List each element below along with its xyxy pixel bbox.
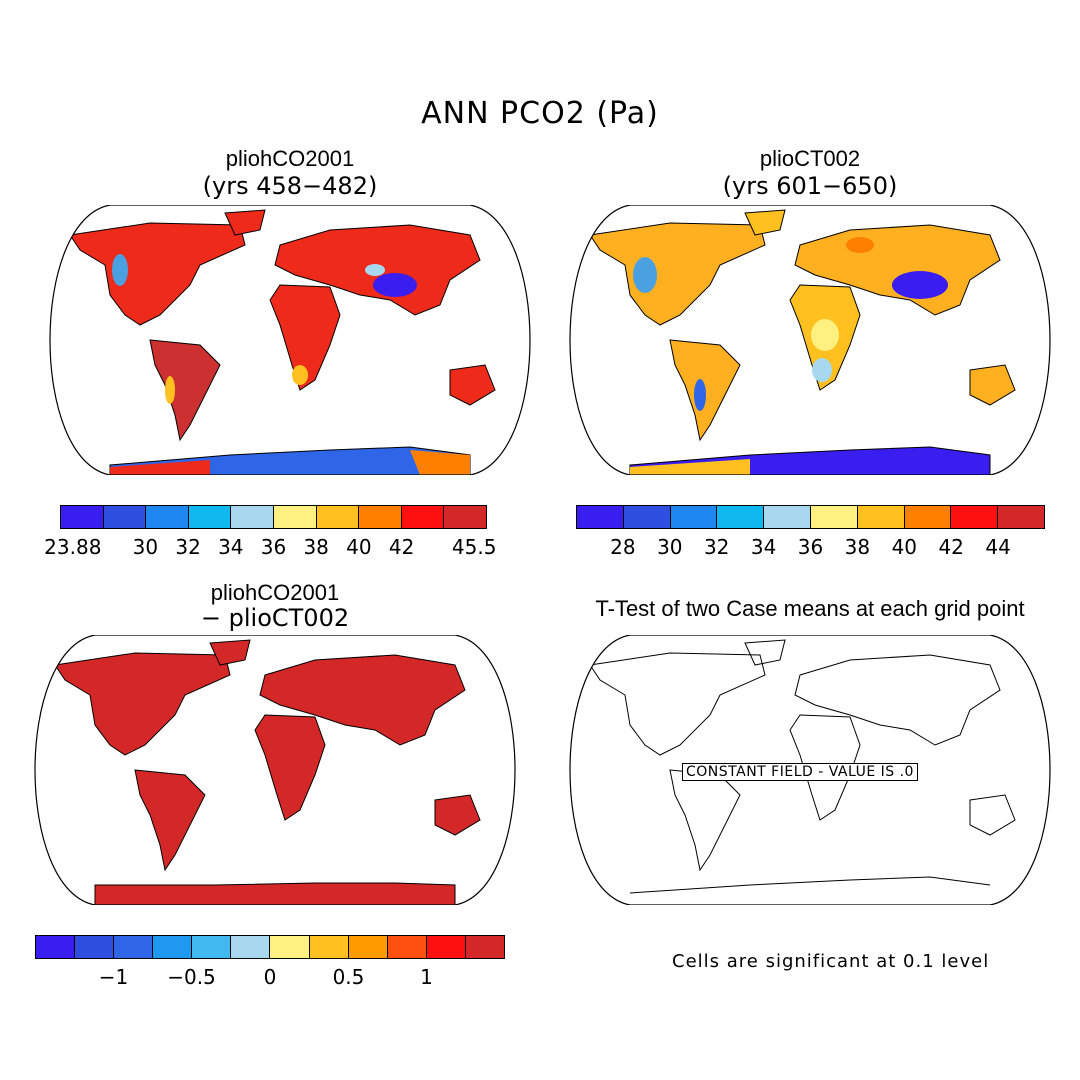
- colorbar-tick-label: −1: [98, 965, 129, 989]
- colorbar-swatch: [401, 506, 445, 528]
- colorbar-bottom-left: [35, 935, 505, 959]
- colorbar-swatch: [426, 936, 466, 958]
- colorbar-swatch: [444, 506, 486, 528]
- colorbar-ticks-top-left: 23.88 30 32 34 36 38 40 42 45.5: [44, 535, 496, 561]
- colorbar-tick-label: 30: [132, 535, 159, 559]
- panel-subtitle-top-left: (yrs 458−482): [202, 172, 378, 200]
- land-south-america: [134, 769, 206, 872]
- panel-title-bottom-right: T-Test of two Case means at each grid po…: [595, 596, 1025, 621]
- colorbar-swatch: [387, 936, 427, 958]
- land-south-america: [149, 339, 221, 442]
- colorbar-tick-label: 45.5: [451, 535, 497, 559]
- colorbar-tick-label: 38: [844, 535, 871, 559]
- map-bottom-left: [34, 634, 516, 906]
- coast-north-america: [589, 652, 766, 756]
- significance-note: Cells are significant at 0.1 level: [672, 951, 990, 972]
- colorbar-swatch: [188, 506, 232, 528]
- map-panel-top-right: [550, 204, 1070, 476]
- colorbar-tick-label: 42: [938, 535, 964, 559]
- colorbar-ticks-bottom-left: −1 −0.5 0 0.5 1: [35, 965, 505, 991]
- colorbar-swatch: [810, 506, 858, 528]
- colorbar-swatch: [348, 936, 388, 958]
- panel-subtitle-top-right: (yrs 601−650): [722, 172, 898, 200]
- coast-eurasia: [794, 654, 1001, 746]
- coast-antarctica: [629, 876, 991, 894]
- figure-title: ANN PCO2 (Pa): [421, 96, 659, 131]
- map-panel-top-left: [30, 204, 550, 476]
- colorbar-swatch: [273, 506, 317, 528]
- colorbar-swatch: [670, 506, 718, 528]
- colorbar-swatch: [231, 936, 271, 958]
- land-africa: [254, 714, 326, 821]
- colorbar-swatch: [359, 506, 402, 528]
- land-africa: [269, 284, 341, 391]
- colorbar-tick-label: 32: [175, 535, 201, 559]
- colorbar-swatch: [998, 506, 1044, 528]
- colorbar-tick-label: 36: [797, 535, 824, 559]
- land-eurasia: [794, 224, 1001, 316]
- colorbar-ticks-top-right: 28 30 32 34 36 38 40 42 44: [576, 535, 1045, 561]
- land-greenland: [224, 209, 266, 236]
- colorbar-swatch: [717, 506, 765, 528]
- land-antarctica: [94, 882, 456, 905]
- land-australia: [449, 364, 496, 406]
- colorbar-tick-label: 0: [263, 965, 277, 989]
- land-eurasia: [259, 654, 466, 746]
- colorbar-tick-label: 28: [610, 535, 636, 559]
- panel-subtitle-bottom-left: − plioCT002: [200, 604, 350, 632]
- colorbar-swatch: [61, 506, 104, 528]
- land-greenland: [744, 209, 786, 236]
- colorbar-swatch: [75, 936, 115, 958]
- colorbar-tick-label: 34: [218, 535, 244, 559]
- colorbar-swatch: [192, 936, 232, 958]
- colorbar-swatch: [316, 506, 360, 528]
- colorbar-swatch: [36, 936, 76, 958]
- colorbar-top-left: [60, 505, 487, 529]
- map-panel-bottom-left: [15, 634, 535, 906]
- coast-africa: [789, 714, 861, 821]
- colorbar-tick-label: 40: [346, 535, 372, 559]
- land-australia: [434, 794, 481, 836]
- colorbar-tick-label: 40: [891, 535, 918, 559]
- colorbar-tick-label: −0.5: [167, 965, 216, 989]
- colorbar-swatch: [114, 936, 154, 958]
- colorbar-swatch: [577, 506, 624, 528]
- colorbar-top-right: [576, 505, 1045, 529]
- colorbar-tick-label: 23.88: [44, 535, 102, 559]
- coast-australia: [969, 794, 1016, 836]
- colorbar-swatch: [465, 936, 504, 958]
- colorbar-tick-label: 44: [985, 535, 1011, 559]
- colorbar-tick-label: 34: [750, 535, 777, 559]
- panel-title-top-left: pliohCO2001: [225, 146, 355, 171]
- colorbar-tick-label: 36: [260, 535, 287, 559]
- colorbar-swatch: [951, 506, 999, 528]
- colorbar-swatch: [103, 506, 147, 528]
- colorbar-swatch: [857, 506, 905, 528]
- land-australia: [969, 364, 1016, 406]
- constant-field-label: CONSTANT FIELD - VALUE IS .0: [682, 763, 918, 781]
- coast-south-america: [669, 769, 741, 872]
- map-top-right: [569, 204, 1051, 476]
- colorbar-swatch: [309, 936, 349, 958]
- colorbar-tick-label: 42: [388, 535, 415, 559]
- colorbar-swatch: [146, 506, 189, 528]
- colorbar-tick-label: 0.5: [332, 965, 365, 989]
- map-panel-bottom-right: [550, 634, 1070, 906]
- colorbar-tick-label: 32: [703, 535, 730, 559]
- land-greenland: [209, 639, 251, 666]
- panel-title-top-right: plioCT002: [759, 146, 861, 171]
- colorbar-swatch: [231, 506, 274, 528]
- colorbar-tick-label: 1: [420, 965, 433, 989]
- colorbar-swatch: [904, 506, 952, 528]
- coast-greenland: [744, 639, 786, 666]
- map-top-left: [49, 204, 531, 476]
- colorbar-tick-label: 38: [303, 535, 329, 559]
- panel-title-bottom-left: pliohCO2001: [210, 580, 340, 605]
- colorbar-swatch: [764, 506, 811, 528]
- colorbar-swatch: [270, 936, 310, 958]
- colorbar-swatch: [623, 506, 671, 528]
- colorbar-tick-label: 30: [657, 535, 683, 559]
- colorbar-swatch: [153, 936, 193, 958]
